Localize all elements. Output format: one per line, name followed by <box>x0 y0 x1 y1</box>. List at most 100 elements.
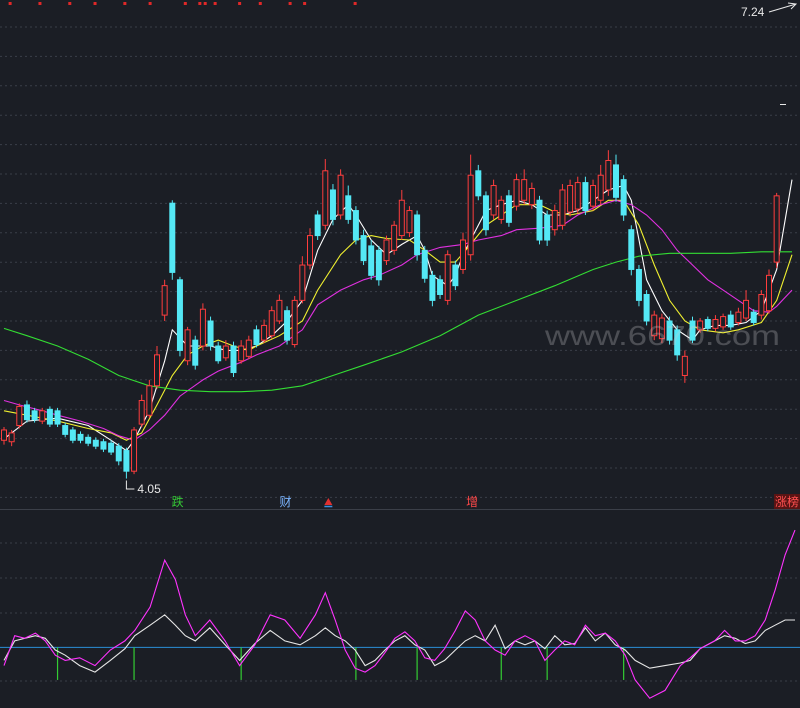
candle <box>314 210 321 241</box>
candle-body <box>651 314 658 337</box>
candle <box>590 179 597 211</box>
candle-body <box>154 354 160 387</box>
candle <box>238 340 245 364</box>
candle <box>360 229 367 266</box>
candle-body <box>23 404 30 421</box>
candle-body <box>46 408 53 425</box>
candle <box>215 341 222 364</box>
candle-body <box>406 210 413 234</box>
top-marker <box>303 2 307 5</box>
candle <box>460 232 466 274</box>
ma-line-3 <box>3 251 792 393</box>
candle-body <box>215 345 222 362</box>
candle <box>169 200 176 280</box>
candle-body <box>230 345 237 374</box>
candle-body <box>536 199 543 241</box>
candle-body <box>69 429 76 441</box>
candle-body <box>146 385 153 416</box>
candle <box>39 407 46 425</box>
candle-body <box>92 439 99 447</box>
candle <box>291 295 298 348</box>
candle-body <box>605 159 612 191</box>
event-marker: 跌 <box>172 494 184 509</box>
candle <box>605 150 612 196</box>
candle <box>697 318 704 333</box>
candle-body <box>176 279 183 351</box>
candle <box>322 159 329 230</box>
candle <box>505 189 512 227</box>
candle <box>276 294 283 324</box>
candle <box>345 185 352 224</box>
candle <box>123 447 130 479</box>
candle <box>475 164 482 201</box>
candle-body <box>138 400 145 425</box>
candle-body <box>758 293 765 316</box>
candle-body <box>1 429 7 441</box>
candle-body <box>704 319 711 329</box>
price-panel[interactable]: 7.24 4.05 跌 财 增 涨榜 <box>1 2 800 509</box>
candle <box>154 346 160 389</box>
candle <box>513 173 520 211</box>
candle-body <box>505 195 512 223</box>
candle <box>268 306 275 339</box>
arrow-icon <box>787 2 798 10</box>
event-marker-badge <box>774 494 800 509</box>
candle-body <box>268 310 275 337</box>
candle <box>681 350 688 383</box>
candle-body <box>735 311 742 323</box>
top-marker <box>203 2 207 5</box>
candle <box>230 341 237 377</box>
candle <box>490 179 497 220</box>
gridlines <box>0 26 800 682</box>
candle <box>261 319 268 344</box>
candle-body <box>437 279 444 295</box>
top-marker <box>93 2 97 5</box>
watermark-text: www.6670.com <box>544 320 780 351</box>
candle <box>750 309 757 326</box>
candle-body <box>582 182 589 212</box>
top-marker <box>258 2 262 5</box>
candle-body <box>345 195 352 220</box>
candle <box>597 164 604 205</box>
candle <box>429 270 436 307</box>
candle <box>337 169 344 220</box>
candle-body <box>314 214 321 237</box>
candle <box>613 154 619 202</box>
candle-body <box>307 235 313 266</box>
candle <box>138 394 145 428</box>
candle-body <box>100 441 107 450</box>
event-marker: 财 <box>280 495 292 509</box>
candle-body <box>666 320 673 341</box>
candle <box>46 406 53 428</box>
candle <box>31 407 38 423</box>
candle-body <box>482 195 489 231</box>
candle-body <box>444 254 451 301</box>
candle <box>161 279 168 321</box>
candle-body <box>635 268 642 301</box>
indicator-panel[interactable] <box>0 529 800 699</box>
candle-body <box>590 185 597 207</box>
candle-body <box>429 274 436 301</box>
candle-body <box>322 170 329 226</box>
candle <box>766 269 772 314</box>
candle-body <box>31 410 38 421</box>
candle-body <box>421 249 428 279</box>
candle <box>299 256 306 304</box>
candle <box>628 225 635 276</box>
candle <box>146 379 153 419</box>
candle <box>544 210 551 246</box>
candle <box>184 326 191 366</box>
candle <box>368 240 375 280</box>
candle <box>444 250 451 305</box>
candle <box>536 195 543 245</box>
candle <box>192 335 199 370</box>
candle <box>115 443 122 466</box>
candle-body <box>222 345 229 359</box>
candle-body <box>544 214 551 241</box>
event-marker: 涨榜 <box>775 494 799 509</box>
candle <box>651 310 658 341</box>
candle-body <box>337 174 344 216</box>
candle <box>643 290 650 326</box>
candle <box>199 303 206 351</box>
